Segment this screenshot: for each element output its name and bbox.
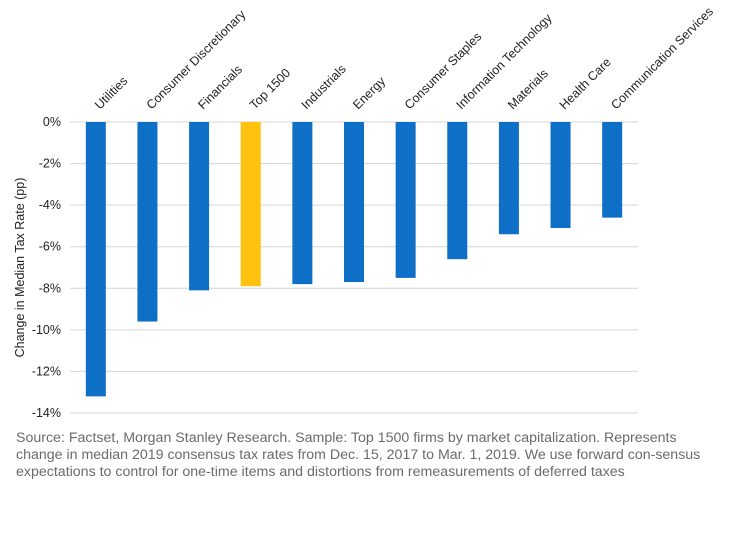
bar-consumer-staples — [395, 122, 416, 278]
category-label: Utilities — [92, 74, 130, 112]
y-tick-label: -6% — [39, 240, 61, 254]
y-tick-label: 0% — [43, 115, 61, 129]
bar-utilities — [85, 122, 106, 397]
y-tick-label: -14% — [32, 406, 61, 420]
category-label: Communication Services — [608, 4, 716, 112]
bar-information-technology — [447, 122, 468, 260]
bar-financials — [189, 122, 210, 291]
category-labels: Utilities Consumer DiscretionaryFinancial… — [92, 4, 716, 112]
category-label: Materials — [505, 66, 551, 112]
category-label: Consumer Discretionary — [144, 7, 249, 112]
category-label: Health Care — [557, 55, 614, 112]
category-label: Industrials — [299, 62, 349, 112]
bar-materials — [498, 122, 519, 235]
bar-industrials — [292, 122, 313, 285]
y-tick-label: -8% — [39, 281, 61, 295]
y-axis-ticks: 0% -2% -4% -6% -8% -10% -12% -14% — [32, 115, 61, 420]
category-label: Energy — [350, 74, 388, 112]
bars — [85, 122, 623, 397]
bar-energy — [344, 122, 364, 283]
bar-communication-services — [602, 122, 623, 218]
y-tick-label: -10% — [32, 323, 61, 337]
y-tick-label: -2% — [39, 157, 61, 171]
category-label: Information Technology — [453, 10, 555, 112]
bar-consumer-discretionary — [137, 122, 158, 322]
source-note: Source: Factset, Morgan Stanley Research… — [16, 430, 701, 480]
y-tick-label: -12% — [32, 364, 61, 378]
y-tick-label: -4% — [39, 198, 61, 212]
category-label: Top 1500 — [247, 66, 293, 112]
category-label: Financials — [195, 62, 245, 112]
bar-chart: 0% -2% -4% -6% -8% -10% -12% -14% Utilities Cons… — [13, 4, 716, 420]
bar-top-1500 — [240, 122, 261, 287]
y-axis-title: Change in Median Tax Rate (pp) — [13, 178, 27, 358]
bar-health-care — [550, 122, 571, 229]
